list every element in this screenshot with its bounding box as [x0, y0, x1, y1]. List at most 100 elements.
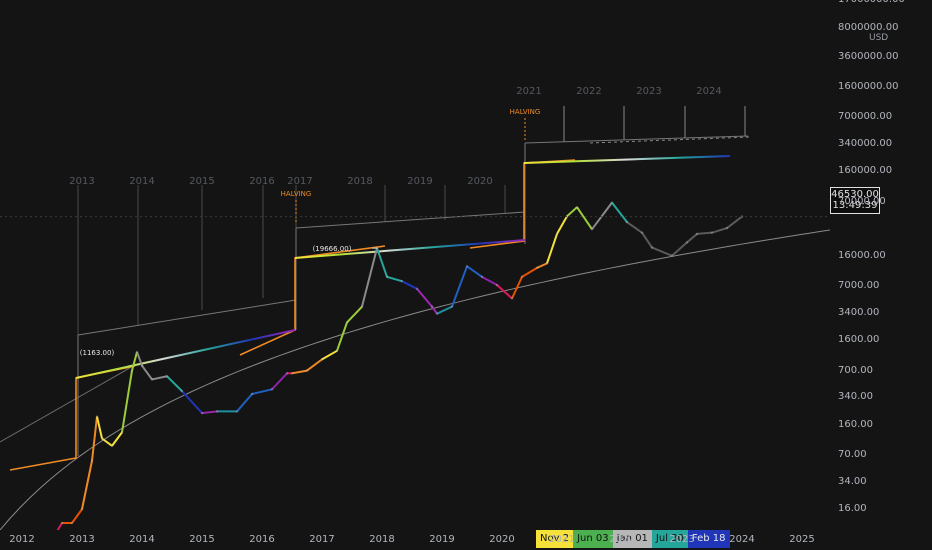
price-point: [430, 305, 434, 308]
price-series-segment: [121, 370, 133, 433]
price-point: [60, 521, 64, 525]
support-curve: [0, 229, 830, 530]
price-series-segment: [91, 416, 98, 461]
x-tick-label: 2017: [309, 534, 335, 545]
cycle-year-label: 2020: [467, 176, 492, 187]
currency-label: USD: [869, 33, 889, 43]
price-series-segment: [686, 233, 698, 244]
halving-step-1: [9, 365, 136, 471]
price-point: [495, 283, 499, 287]
price-point: [400, 279, 404, 283]
halving-label: HALVING: [281, 190, 312, 198]
cycle-year-label: 2018: [347, 176, 372, 187]
y-tick-label: 34.00: [838, 475, 867, 487]
price-point: [95, 415, 99, 418]
price-point: [725, 226, 729, 230]
cycle-year-label: 2013: [69, 176, 94, 187]
price-point: [285, 372, 289, 375]
price-series-segment: [336, 322, 348, 352]
price-point: [575, 206, 579, 209]
y-tick-label: 340.00: [838, 391, 873, 403]
price-series-segment: [321, 349, 338, 361]
price-series-segment: [81, 460, 93, 510]
price-point: [80, 508, 84, 511]
price-point: [640, 231, 644, 234]
price-series-segment: [131, 351, 138, 371]
cycle-year-label: 2014: [129, 176, 154, 187]
current-price-badge: 46530.00 13:49:39: [830, 187, 880, 214]
price-series-segment: [511, 276, 523, 299]
price-point: [250, 392, 254, 396]
x-tick-label: 2020: [489, 534, 515, 545]
price-point: [305, 369, 309, 372]
y-tick-label: 3600000.00: [838, 50, 899, 62]
price-series-segment: [641, 232, 653, 249]
price-series-segment: [201, 410, 218, 415]
x-tick-label: 2019: [429, 534, 455, 545]
price-series-segment: [626, 221, 643, 234]
price-series-segment: [436, 305, 453, 315]
price-point: [360, 305, 364, 308]
price-point: [215, 410, 219, 413]
price-series-segment: [556, 215, 568, 235]
projection-dashed-line: [589, 136, 751, 144]
y-tick-label: 1600.00: [838, 334, 880, 346]
cycle-year-label: 2022: [576, 86, 601, 97]
x-tick-label: 2012: [9, 534, 35, 545]
x-tick-label: 2013: [69, 534, 95, 545]
price-series-segment: [181, 390, 203, 414]
price-point: [520, 275, 524, 279]
price-series-segment: [71, 508, 83, 524]
price-point: [695, 232, 699, 236]
peak-label: (1163.00): [80, 349, 115, 357]
price-series-segment: [521, 267, 538, 278]
y-tick-label: 16.00: [838, 503, 867, 515]
date-badges: Nov 2 Jun 03 Jan 01 Jul 30 Feb 18: [536, 530, 730, 548]
price-series-segment: [651, 246, 673, 257]
price-series-segment: [291, 369, 308, 375]
cycle-year-label: 2016: [249, 176, 274, 187]
y-tick-label: 1600000.00: [838, 80, 899, 92]
y-tick-label: 700000.00: [838, 111, 893, 123]
date-badge: Jan 01: [612, 530, 652, 548]
y-tick-label: 160.00: [838, 418, 873, 430]
price-point: [165, 375, 169, 378]
x-tick-label: 2023: [669, 534, 695, 545]
price-point: [100, 437, 104, 440]
y-tick-label: 340000.00: [838, 137, 893, 149]
date-badge: Feb 18: [687, 530, 730, 548]
halving-step-2: [239, 245, 386, 356]
y-tick-label: 8000000.00: [838, 21, 899, 33]
price-series-segment: [141, 365, 153, 381]
price-point: [555, 232, 559, 236]
price-point: [710, 231, 714, 234]
price-point: [140, 364, 144, 367]
price-series-segment: [56, 522, 63, 530]
price-point: [135, 350, 139, 354]
y-tick-label: 70.00: [838, 449, 867, 461]
price-point: [450, 305, 454, 308]
price-point: [465, 265, 469, 268]
price-point: [480, 275, 484, 279]
x-tick-label: 2014: [129, 534, 155, 545]
x-tick-label: 2015: [189, 534, 215, 545]
price-series-segment: [306, 358, 323, 372]
price-point: [130, 369, 134, 372]
price-point: [670, 254, 674, 257]
y-tick-label: 7000.00: [838, 280, 880, 292]
price-series-segment: [166, 375, 183, 392]
price-series-segment: [671, 241, 688, 257]
price-series-segment: [566, 206, 578, 217]
price-point: [335, 349, 339, 353]
price-point: [290, 372, 294, 375]
price-series-segment: [536, 262, 548, 269]
x-tick-label: 2018: [369, 534, 395, 545]
cycle3-top-line: [524, 135, 749, 144]
price-point: [435, 312, 439, 315]
x-tick-label: 2021: [549, 534, 575, 545]
price-point: [200, 411, 204, 415]
price-series-segment: [481, 275, 498, 286]
price-series-segment: [696, 231, 713, 235]
chart-plot[interactable]: 2013 2014 2015 2016 2017 2018 2019 2020 2021 2022…: [0, 0, 830, 530]
